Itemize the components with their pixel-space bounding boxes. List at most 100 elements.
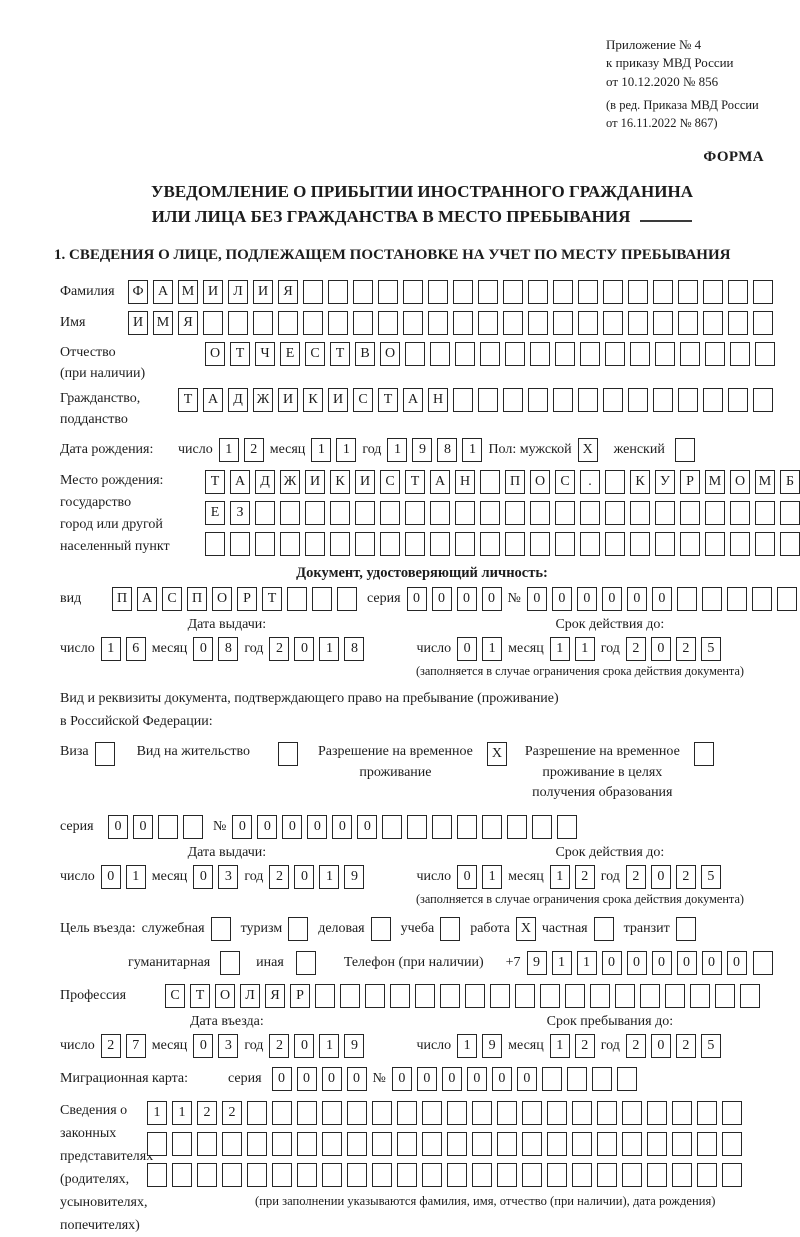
female-checkbox[interactable] <box>674 438 695 463</box>
year-label: год <box>244 869 264 885</box>
form-label: ФОРМА <box>703 148 764 165</box>
char-cell: 1 <box>319 1034 340 1059</box>
char-cell[interactable]: 0 <box>726 951 747 976</box>
education-permit-label: Разрешение на временное проживание в цел… <box>524 744 680 800</box>
char-cell <box>705 532 725 557</box>
purpose-tourism-checkbox[interactable] <box>288 917 309 942</box>
purpose-work-checkbox[interactable]: X <box>515 917 536 942</box>
char-cell <box>505 501 525 526</box>
char-cell: 2 <box>243 438 264 463</box>
char-cell[interactable] <box>277 742 298 767</box>
char-cell <box>380 532 400 557</box>
char-cell <box>530 501 550 526</box>
visa-checkbox[interactable] <box>94 742 115 767</box>
char-cell[interactable] <box>210 917 231 942</box>
char-cell <box>547 1101 567 1126</box>
appendix-line: от 10.12.2020 № 856 <box>606 73 719 89</box>
char-cell[interactable] <box>440 917 461 942</box>
char-cell <box>347 1163 367 1188</box>
char-cell[interactable] <box>370 917 391 942</box>
char-cell[interactable]: 0 <box>676 951 697 976</box>
char-cell: 0 <box>651 587 672 612</box>
patronymic-note: (при наличии) <box>60 366 146 382</box>
char-cell[interactable] <box>674 438 695 463</box>
char-cell <box>597 1101 617 1126</box>
char-cell <box>740 984 760 1009</box>
char-cell <box>247 1101 267 1126</box>
char-cell: С <box>162 587 182 612</box>
char-cell <box>541 1067 562 1092</box>
char-cell <box>480 342 500 367</box>
char-cell <box>655 501 675 526</box>
char-cell <box>503 311 523 336</box>
char-cell <box>503 280 523 305</box>
char-cell: Я <box>178 311 198 336</box>
char-cell[interactable] <box>288 917 309 942</box>
char-cell[interactable]: 9 <box>526 951 547 976</box>
char-cell: 2 <box>222 1101 242 1126</box>
char-cell <box>453 311 473 336</box>
male-checkbox[interactable]: X <box>577 438 598 463</box>
char-cell[interactable] <box>593 917 614 942</box>
char-cell: 3 <box>218 865 239 890</box>
char-cell <box>255 532 275 557</box>
char-cell[interactable] <box>675 917 696 942</box>
char-cell[interactable] <box>295 951 316 976</box>
char-cell <box>403 280 423 305</box>
char-cell <box>397 1101 417 1126</box>
restriction-note: (заполняется в случае ограничения срока … <box>415 892 744 907</box>
char-cell <box>497 1132 517 1157</box>
purpose-transit-checkbox[interactable] <box>675 917 696 942</box>
char-cell: 7 <box>125 1034 146 1059</box>
char-cell: Д <box>255 470 275 495</box>
char-cell: 2 <box>625 1034 646 1059</box>
char-cell[interactable]: 0 <box>626 951 647 976</box>
char-cell: О <box>205 342 225 367</box>
temp-residence-checkbox[interactable]: X <box>486 742 507 767</box>
purpose-official-checkbox[interactable] <box>210 917 231 942</box>
purpose-humanitarian-checkbox[interactable] <box>220 951 241 976</box>
char-cell[interactable]: X <box>515 917 536 942</box>
char-cell[interactable]: X <box>577 438 598 463</box>
char-cell <box>672 1163 692 1188</box>
char-cell <box>507 815 528 840</box>
char-cell[interactable] <box>220 951 241 976</box>
purpose-private-checkbox[interactable] <box>593 917 614 942</box>
char-cell: Ф <box>128 280 148 305</box>
purpose-other-checkbox[interactable] <box>295 951 316 976</box>
char-cell: 0 <box>466 1067 487 1092</box>
char-cell <box>222 1163 242 1188</box>
residence-permit-checkbox[interactable] <box>277 742 298 767</box>
char-cell: 2 <box>269 637 290 662</box>
char-cell <box>272 1163 292 1188</box>
education-permit-checkbox[interactable] <box>693 742 714 767</box>
char-cell[interactable]: 0 <box>601 951 622 976</box>
char-cell[interactable] <box>94 742 115 767</box>
char-cell <box>572 1132 592 1157</box>
char-cell[interactable]: 0 <box>701 951 722 976</box>
char-cell <box>647 1132 667 1157</box>
phone-extra-cell[interactable] <box>752 951 773 976</box>
char-cell[interactable] <box>752 951 773 976</box>
char-cell[interactable]: 1 <box>551 951 572 976</box>
char-cell: С <box>380 470 400 495</box>
char-cell <box>172 1163 192 1188</box>
char-cell[interactable]: X <box>486 742 507 767</box>
char-cell: 0 <box>416 1067 437 1092</box>
char-cell <box>407 815 428 840</box>
purpose-business-checkbox[interactable] <box>370 917 391 942</box>
purpose-study-checkbox[interactable] <box>440 917 461 942</box>
char-cell[interactable] <box>693 742 714 767</box>
char-cell <box>755 532 775 557</box>
char-cell[interactable]: 1 <box>576 951 597 976</box>
char-cell <box>678 388 698 413</box>
char-cell: Т <box>178 388 198 413</box>
char-cell[interactable]: 0 <box>651 951 672 976</box>
page-title: УВЕДОМЛЕНИЕ О ПРИБЫТИИ ИНОСТРАННОГО ГРАЖ… <box>60 180 784 229</box>
char-cell <box>430 342 450 367</box>
